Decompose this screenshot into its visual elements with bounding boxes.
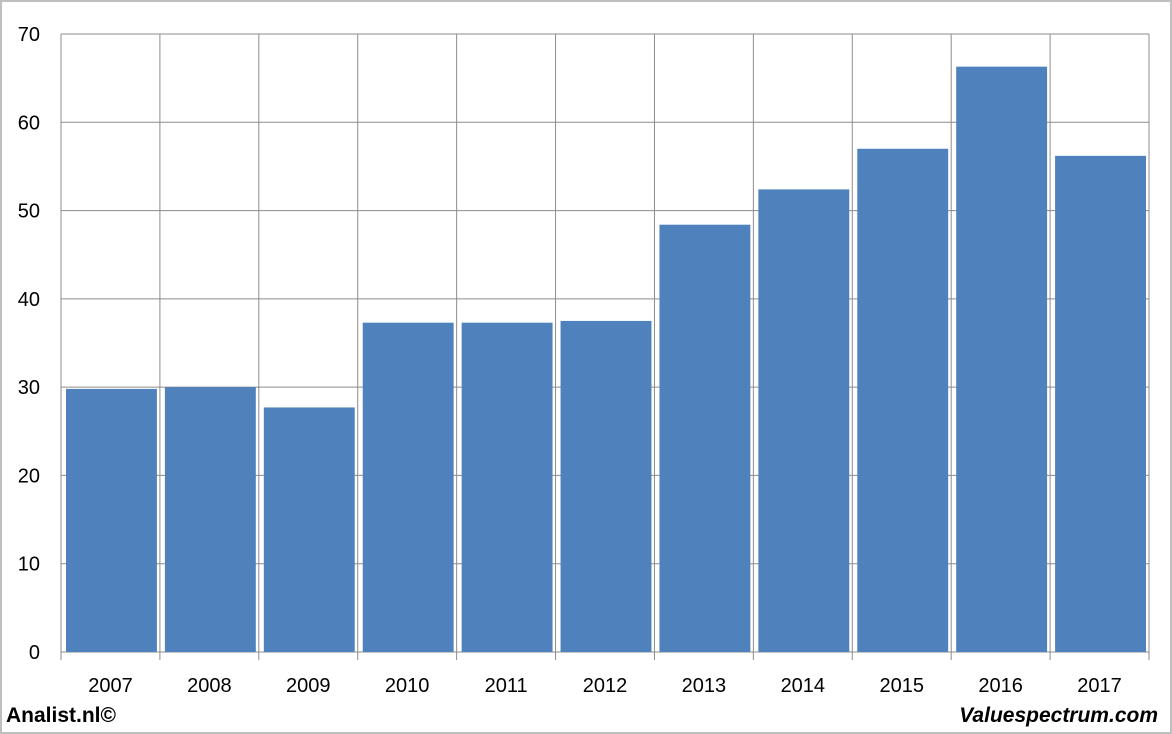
y-tick-label-20: 20 (18, 465, 40, 487)
y-tick-label-50: 50 (18, 201, 40, 223)
y-tick-label-0: 0 (29, 642, 40, 664)
bar-2012 (560, 320, 652, 652)
footer-right-brand: Valuespectrum.com (959, 704, 1158, 727)
bar-2011 (461, 322, 553, 652)
x-tick-label-2012: 2012 (583, 675, 628, 697)
x-tick-label-2008: 2008 (187, 675, 232, 697)
bar-2010 (362, 322, 454, 652)
bar-2009 (263, 407, 355, 652)
bar-2016 (956, 66, 1048, 652)
x-tick-label-2014: 2014 (781, 675, 826, 697)
x-tick-label-2007: 2007 (88, 675, 133, 697)
x-tick-label-2009: 2009 (286, 675, 331, 697)
bar-2014 (758, 189, 850, 652)
bar-2008 (164, 387, 256, 652)
x-tick-label-2010: 2010 (385, 675, 430, 697)
y-tick-label-30: 30 (18, 377, 40, 399)
x-tick-label-2016: 2016 (978, 675, 1023, 697)
x-tick-label-2017: 2017 (1077, 675, 1122, 697)
bar-2007 (66, 388, 157, 652)
x-tick-label-2011: 2011 (485, 675, 528, 697)
y-tick-label-70: 70 (18, 24, 40, 46)
x-tick-label-2015: 2015 (879, 675, 924, 697)
y-tick-label-60: 60 (18, 112, 40, 134)
footer-left-brand: Analist.nl© (6, 704, 116, 727)
bar-2013 (659, 224, 751, 652)
y-tick-label-10: 10 (18, 554, 40, 576)
y-tick-label-40: 40 (18, 289, 40, 311)
bar-2015 (857, 148, 949, 652)
bar-2017 (1055, 155, 1146, 652)
x-tick-label-2013: 2013 (682, 675, 727, 697)
